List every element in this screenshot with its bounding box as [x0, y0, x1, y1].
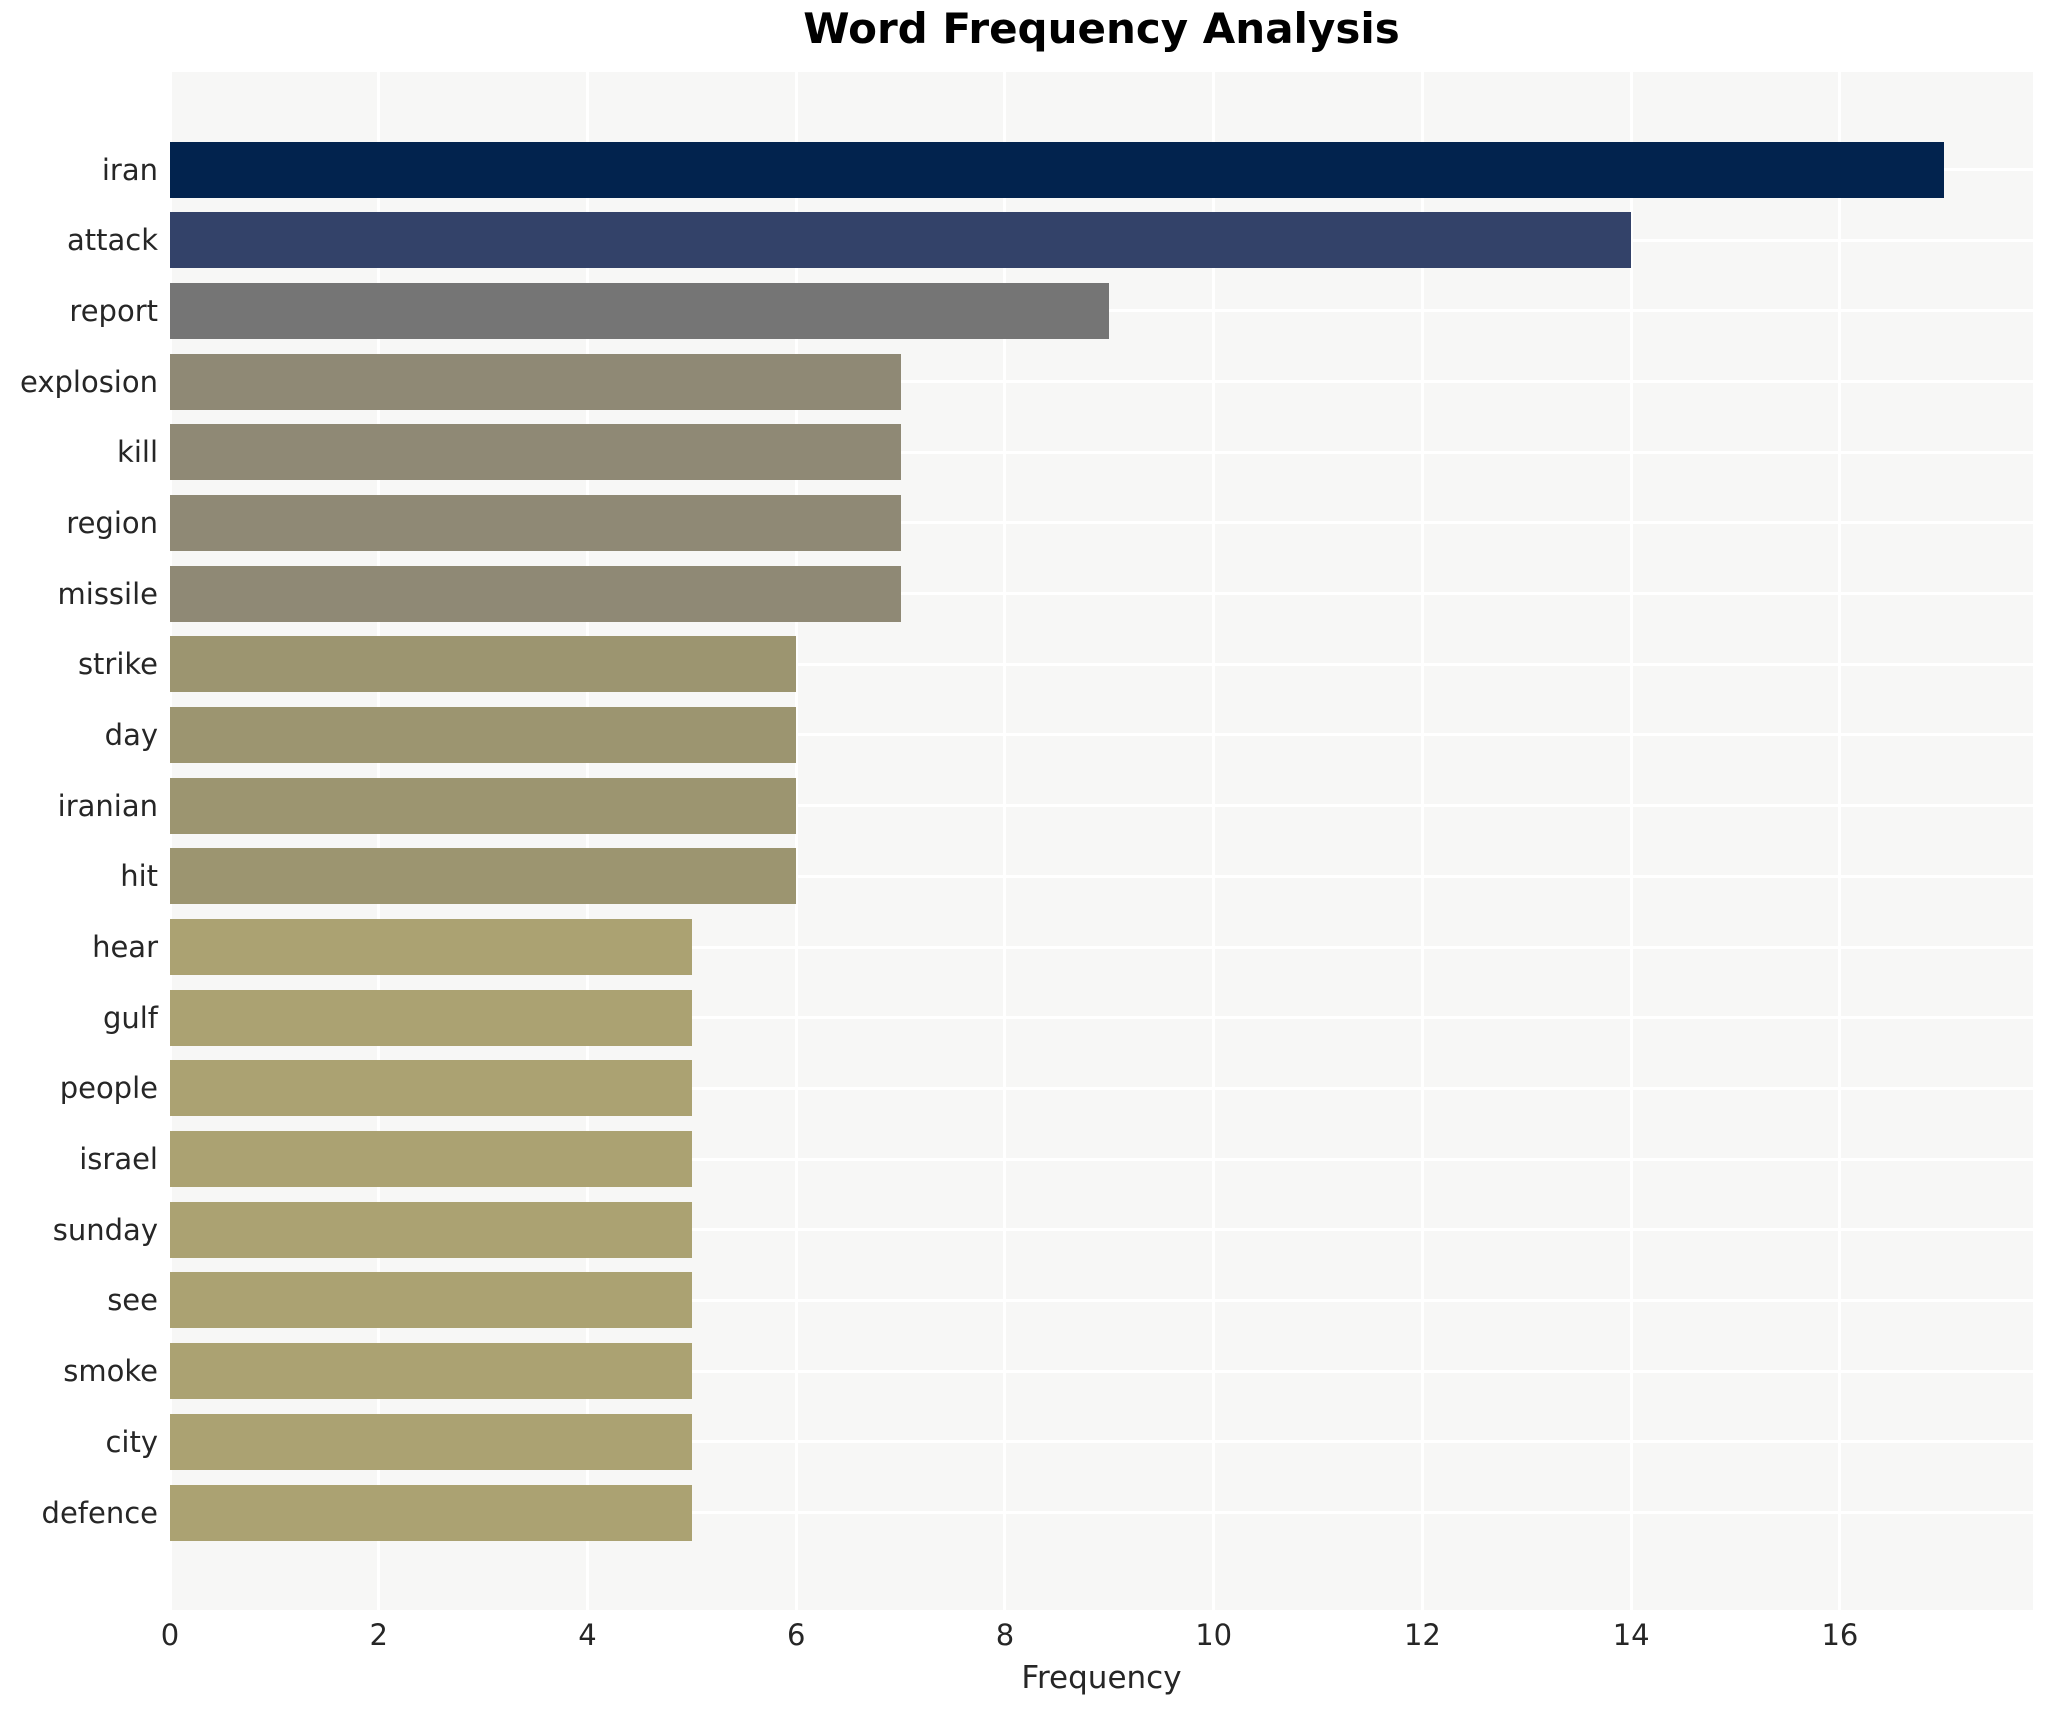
y-tick-label-region: region: [66, 505, 158, 540]
y-tick-label-kill: kill: [117, 435, 158, 470]
x-tick-label-4: 4: [578, 1618, 597, 1652]
gridline-y-iranian: [170, 804, 2033, 808]
y-tick-label-israel: israel: [79, 1142, 158, 1177]
x-tick-label-0: 0: [160, 1618, 180, 1652]
x-tick-label-8: 8: [995, 1618, 1015, 1652]
y-tick-label-day: day: [104, 717, 158, 752]
gridline-x-4: [585, 72, 589, 1610]
y-tick-label-gulf: gulf: [102, 1000, 158, 1035]
y-tick-label-sunday: sunday: [52, 1212, 158, 1247]
x-tick-label-2: 2: [369, 1618, 388, 1652]
gridline-y-hit: [170, 874, 2033, 878]
bar-missile: [170, 565, 901, 622]
bar-report: [170, 282, 1110, 339]
gridline-x-10: [1212, 72, 1216, 1610]
gridline-y-people: [170, 1086, 2033, 1090]
x-tick-label-6: 6: [786, 1618, 806, 1652]
bar-see: [170, 1272, 692, 1329]
gridline-y-day: [170, 733, 2033, 737]
x-tick-label-12: 12: [1403, 1618, 1441, 1652]
gridline-y-smoke: [170, 1369, 2033, 1373]
y-tick-label-attack: attack: [66, 223, 158, 258]
y-tick-label-smoke: smoke: [63, 1354, 158, 1389]
bar-smoke: [170, 1343, 692, 1400]
y-tick-label-defence: defence: [41, 1495, 158, 1530]
gridline-y-israel: [170, 1157, 2033, 1161]
gridline-x-6: [794, 72, 798, 1610]
y-tick-label-explosion: explosion: [20, 364, 158, 399]
gridline-y-region: [170, 521, 2033, 525]
y-tick-label-strike: strike: [77, 647, 158, 682]
gridline-x-16: [1838, 72, 1842, 1610]
y-tick-label-see: see: [107, 1283, 158, 1318]
gridline-x-14: [1629, 72, 1633, 1610]
gridline-x-12: [1420, 72, 1424, 1610]
chart-title: Word Frequency Analysis: [803, 4, 1400, 53]
gridline-y-missile: [170, 592, 2033, 596]
plot-area: [168, 72, 2033, 1610]
bar-iran: [170, 141, 1945, 198]
x-tick-label-10: 10: [1195, 1618, 1233, 1652]
bar-gulf: [170, 989, 692, 1046]
bar-hit: [170, 848, 797, 905]
bar-city: [170, 1413, 692, 1470]
bar-explosion: [170, 353, 901, 410]
x-tick-label-16: 16: [1821, 1618, 1859, 1652]
x-tick-label-14: 14: [1612, 1618, 1650, 1652]
y-tick-label-report: report: [69, 293, 158, 328]
bar-attack: [170, 212, 1632, 269]
gridline-y-explosion: [170, 380, 2033, 384]
gridline-x-0: [168, 72, 172, 1610]
gridline-y-strike: [170, 662, 2033, 666]
gridline-y-defence: [170, 1511, 2033, 1514]
bar-people: [170, 1060, 692, 1117]
y-tick-label-hit: hit: [120, 859, 158, 894]
y-tick-label-city: city: [105, 1424, 158, 1459]
gridline-y-see: [170, 1298, 2033, 1302]
bar-kill: [170, 424, 901, 481]
bar-israel: [170, 1131, 692, 1188]
x-axis-title: Frequency: [1021, 1660, 1182, 1696]
gridline-x-2: [377, 72, 381, 1610]
gridline-y-gulf: [170, 1016, 2033, 1020]
bar-day: [170, 706, 797, 763]
gridline-x-8: [1003, 72, 1007, 1610]
bar-iranian: [170, 777, 797, 834]
bar-region: [170, 494, 901, 551]
gridline-y-sunday: [170, 1228, 2033, 1232]
y-tick-label-missile: missile: [57, 576, 158, 611]
y-tick-label-iran: iran: [101, 152, 158, 187]
y-tick-label-people: people: [59, 1071, 158, 1106]
bar-sunday: [170, 1201, 692, 1258]
gridline-y-hear: [170, 945, 2033, 949]
gridline-y-city: [170, 1440, 2033, 1444]
gridline-y-kill: [170, 450, 2033, 454]
y-tick-label-iranian: iranian: [57, 788, 158, 823]
bar-strike: [170, 636, 797, 693]
bar-defence: [170, 1484, 692, 1541]
bar-hear: [170, 919, 692, 976]
y-tick-label-hear: hear: [92, 930, 158, 965]
